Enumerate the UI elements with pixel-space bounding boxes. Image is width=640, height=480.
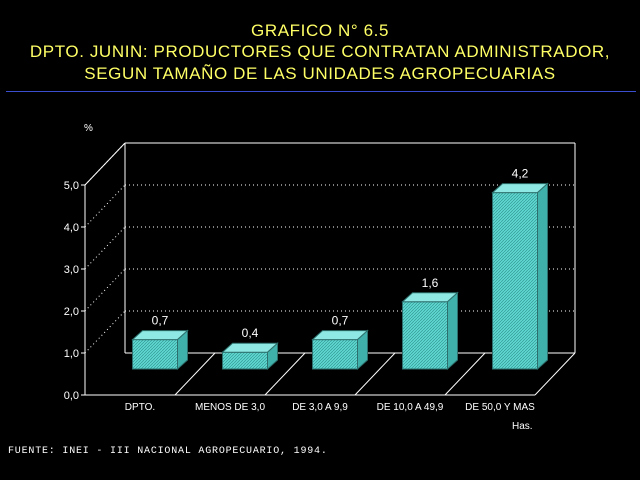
grid-lines (84, 142, 575, 354)
y-tick-label: 2,0 (64, 306, 79, 318)
bar-value-label: 4,2 (512, 167, 529, 181)
y-tick-label: 4,0 (64, 222, 79, 234)
bar-side-face (357, 329, 368, 371)
chart-title-line-2: DPTO. JUNIN: PRODUCTORES QUE CONTRATAN A… (29, 42, 611, 61)
bar-value-label: 0,7 (332, 314, 349, 328)
source-note: FUENTE: INEI - III NACIONAL AGROPECUARIO… (8, 446, 328, 457)
bar-side-face (177, 329, 188, 371)
bar-side-face (267, 342, 278, 371)
floor-category-divider (174, 352, 216, 396)
y-tick-label: 3,0 (64, 264, 79, 276)
bar-value-label: 0,7 (152, 314, 169, 328)
x-category-label: MENOS DE 3,0 (195, 402, 265, 413)
bar-front-face (402, 301, 448, 370)
bar-front-face (492, 192, 538, 370)
x-category-label: DE 3,0 A 9,9 (292, 402, 348, 413)
grid-line-side (84, 268, 126, 312)
bar-front-face (132, 339, 178, 370)
y-tick-label: 1,0 (64, 348, 79, 360)
bar: 0,4 (221, 326, 279, 371)
chart-title-line-3: SEGUN TAMAÑO DE LAS UNIDADES AGROPECUARI… (84, 64, 556, 83)
bar-front-face (312, 339, 358, 370)
y-axis-label: % (84, 123, 93, 134)
bar: 0,7 (131, 314, 189, 371)
bar-value-label: 0,4 (242, 326, 259, 340)
floor-category-divider (444, 352, 486, 396)
x-category-label: DE 10,0 A 49,9 (377, 402, 444, 413)
y-tick-label: 5,0 (64, 180, 79, 192)
grid-line-side (84, 184, 126, 228)
x-axis-label: Has. (512, 421, 533, 432)
x-axis-categories: DPTO. MENOS DE 3,0 DE 3,0 A 9,9 DE 10,0 A 4… (125, 402, 535, 413)
bar: 4,2 (491, 167, 549, 371)
grid-line-side (84, 226, 126, 270)
x-category-label: DPTO. (125, 402, 155, 413)
x-category-label: DE 50,0 Y MAS (465, 402, 535, 413)
title-divider (6, 91, 636, 92)
bar-front-face (222, 351, 268, 370)
bar-side-face (447, 291, 458, 371)
floor-right-edge (534, 352, 576, 396)
y-tick-label: 0,0 (64, 390, 79, 402)
chart-title-line-1: GRAFICO N° 6.5 (251, 21, 389, 40)
bar: 0,7 (311, 314, 369, 371)
floor-category-divider (264, 352, 306, 396)
grid-line-side (84, 310, 126, 354)
floor-category-divider (354, 352, 396, 396)
grid-line-side (84, 142, 126, 186)
bar-side-face (537, 182, 548, 371)
bars: 0,7 0,4 0,7 1,6 4,2 (131, 167, 549, 371)
bar: 1,6 (401, 276, 459, 371)
y-axis-ticks: 0,0 1,0 2,0 3,0 4,0 5,0 (64, 180, 85, 402)
bar-value-label: 1,6 (422, 276, 439, 290)
